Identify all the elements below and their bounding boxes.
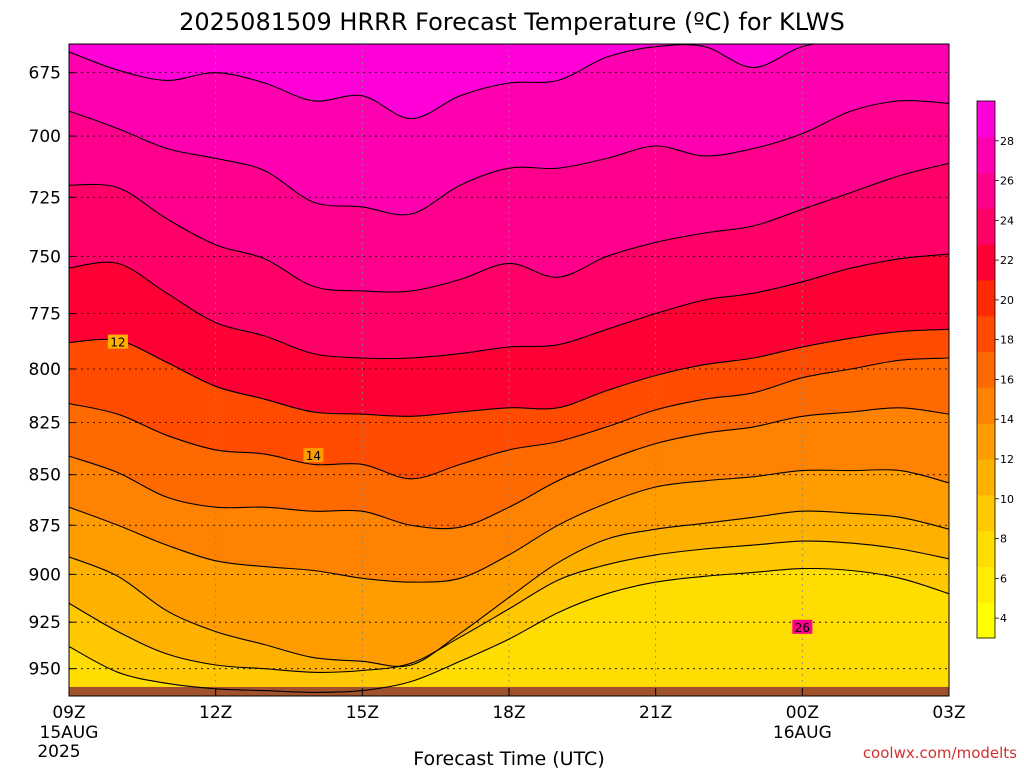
colorbar-segment-3: [977, 494, 995, 532]
colorbar-label-20: 20: [1000, 294, 1014, 307]
y-tick-label-775: 775: [29, 305, 61, 325]
contour-label-bg-0: [107, 334, 128, 349]
colorbar-segment-1: [977, 566, 995, 603]
colorbar-segment-8: [977, 315, 995, 353]
x-tick-label-15: 00Z: [786, 703, 819, 723]
contour-label-layer: 12 14 26: [107, 334, 813, 635]
colorbar-segment-12: [977, 172, 995, 209]
colorbar-segment-14: [977, 101, 995, 138]
y-tick-label-925: 925: [29, 613, 61, 633]
y-axis-ticks: 675 700 725 750 775 800 825 850 875 900 925 950: [29, 64, 75, 680]
colorbar-label-8: 8: [1000, 533, 1007, 546]
contour-label-0: 12: [110, 336, 125, 350]
contour-line-22: [69, 253, 949, 360]
contour-line-16: [69, 407, 949, 530]
colorbar-segment-13: [977, 136, 995, 174]
contour-line-14: [69, 469, 949, 583]
colorbar-segment-9: [977, 280, 995, 317]
x-tick-label-0: 09Z: [52, 703, 85, 723]
y-tick-label-900: 900: [29, 565, 61, 585]
y-tick-label-825: 825: [29, 414, 61, 434]
contour-label-2: 26: [795, 621, 810, 635]
colorbar-label-26: 26: [1000, 175, 1014, 188]
contour-label-bg-1: [303, 448, 324, 463]
colorbar-segment-4: [977, 459, 995, 496]
colorbar-label-28: 28: [1000, 135, 1014, 148]
colorbar-frame: [976, 100, 996, 639]
y-tick-label-700: 700: [29, 127, 61, 147]
contour-line-28: [69, 44, 818, 120]
colorbar-label-16: 16: [1000, 373, 1014, 386]
colorbar-label-14: 14: [1000, 413, 1014, 426]
y-tick-label-675: 675: [29, 64, 61, 84]
colorbar-segment-0: [977, 602, 995, 639]
contour-label-bg-2: [792, 619, 813, 634]
x-tick-label-18: 03Z: [932, 703, 965, 723]
contour-line-18: [69, 357, 949, 480]
contour-line-20: [69, 328, 949, 417]
x-tick-year-0: 2025: [37, 742, 80, 762]
x-tick-label-3: 12Z: [199, 703, 232, 723]
y-tick-label-725: 725: [29, 188, 61, 208]
colorbar-label-12: 12: [1000, 453, 1014, 466]
colorbar-label-18: 18: [1000, 334, 1014, 347]
colorbar-label-22: 22: [1000, 254, 1014, 267]
x-tick-label-6: 15Z: [346, 703, 379, 723]
colorbar: 4 6 8 10 12 14 16 18 20 22 24 26 28: [976, 100, 1014, 639]
x-tick-label-12: 21Z: [639, 703, 672, 723]
contour-line-12: [69, 510, 949, 668]
y-tick-label-800: 800: [29, 360, 61, 380]
credit-watermark: coolwx.com/modelts: [863, 744, 1017, 762]
colorbar-label-10: 10: [1000, 493, 1014, 506]
contour-line-10: [69, 540, 949, 673]
contour-label-1: 14: [306, 449, 321, 463]
chart-title: 2025081509 HRRR Forecast Temperature (ºC…: [179, 8, 845, 36]
colorbar-segment-11: [977, 208, 995, 245]
colorbar-segment-10: [977, 244, 995, 281]
colorbar-label-24: 24: [1000, 214, 1014, 227]
band-fill-8: [69, 568, 949, 696]
y-tick-label-850: 850: [29, 466, 61, 486]
temperature-fill-layer: [69, 44, 949, 696]
y-tick-label-875: 875: [29, 516, 61, 536]
colorbar-segment-6: [977, 387, 995, 424]
colorbar-segment-2: [977, 530, 995, 567]
colorbar-segment-5: [977, 423, 995, 460]
x-tick-label-9: 18Z: [492, 703, 525, 723]
y-tick-label-950: 950: [29, 660, 61, 680]
colorbar-segment-7: [977, 351, 995, 388]
contour-line-26: [69, 100, 949, 216]
x-tick-date-15: 16AUG: [773, 723, 832, 743]
contour-line-24: [69, 162, 949, 293]
x-tick-date-0: 15AUG: [40, 723, 99, 743]
colorbar-label-4: 4: [1000, 612, 1007, 625]
colorbar-label-6: 6: [1000, 572, 1007, 585]
y-tick-label-750: 750: [29, 247, 61, 267]
x-axis-title: Forecast Time (UTC): [413, 748, 604, 768]
